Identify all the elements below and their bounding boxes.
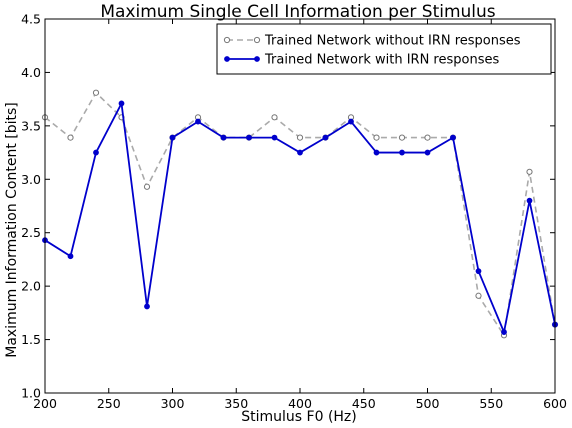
- data-point-with-irn: [424, 149, 431, 156]
- data-point-with-irn: [118, 100, 125, 107]
- data-point-with-irn: [399, 149, 405, 156]
- data-point-with-irn: [271, 134, 278, 141]
- data-point-with-irn: [195, 118, 201, 125]
- y-tick-label: 2.5: [21, 225, 41, 240]
- x-tick-label: 250: [97, 396, 121, 411]
- x-tick-label: 450: [352, 396, 376, 411]
- data-point-without-irn: [143, 183, 151, 190]
- legend-marker: [254, 56, 260, 62]
- data-point-with-irn: [67, 253, 74, 260]
- data-point-without-irn: [398, 134, 406, 141]
- data-point-without-irn: [296, 134, 304, 141]
- data-point-with-irn: [246, 134, 252, 141]
- x-tick-label: 550: [479, 396, 503, 411]
- x-tick-label: 600: [543, 396, 567, 411]
- data-point-without-irn: [271, 114, 278, 121]
- data-point-without-irn: [373, 134, 380, 141]
- legend-marker: [224, 56, 230, 62]
- x-tick-label: 400: [288, 396, 312, 411]
- data-point-with-irn: [322, 134, 329, 141]
- data-point-with-irn: [220, 134, 227, 141]
- y-tick-label: 3.0: [21, 172, 41, 187]
- y-tick-label: 2.0: [21, 279, 41, 294]
- y-tick-label: 3.5: [21, 118, 41, 133]
- data-point-with-irn: [169, 134, 176, 141]
- data-point-without-irn: [424, 134, 431, 141]
- data-point-with-irn: [501, 329, 507, 335]
- x-tick-label: 200: [33, 396, 57, 411]
- y-tick-label: 4.5: [21, 12, 41, 27]
- chart-title: Maximum Single Cell Information per Stim…: [100, 2, 495, 22]
- data-point-with-irn: [475, 268, 482, 275]
- x-tick-label: 300: [161, 396, 185, 411]
- data-point-with-irn: [144, 303, 150, 310]
- data-point-with-irn: [373, 149, 380, 156]
- plot-area: 200 250 300 350 400 450 500 550 600 1.0 1.5 2.0 2.5 3…: [21, 12, 567, 412]
- y-tick-label: 1.0: [21, 386, 41, 401]
- legend: Trained Network without IRN responses Tra…: [216, 23, 552, 75]
- data-point-with-irn: [93, 149, 99, 156]
- data-point-with-irn: [450, 134, 456, 141]
- legend-label: Trained Network with IRN responses: [264, 53, 499, 68]
- y-axis-label: Maximum Information Content [bits]: [4, 102, 20, 358]
- data-point-with-irn: [348, 118, 354, 125]
- x-tick-label: 500: [416, 396, 440, 411]
- legend-marker: [253, 36, 261, 44]
- x-tick-label: 350: [224, 396, 248, 411]
- legend-marker: [223, 36, 231, 44]
- legend-label: Trained Network without IRN responses: [264, 34, 521, 49]
- x-axis-label: Stimulus F0 (Hz): [241, 409, 357, 425]
- data-point-without-irn: [92, 89, 100, 96]
- data-point-with-irn: [297, 149, 303, 156]
- series-line-without-irn: [44, 91, 556, 337]
- data-point-without-irn: [526, 168, 533, 175]
- plot-frame: [44, 18, 556, 394]
- y-tick-label: 1.5: [21, 332, 41, 347]
- legend-box: [216, 23, 552, 75]
- data-point-without-irn: [475, 292, 482, 299]
- y-tick-label: 4.0: [21, 65, 41, 80]
- data-point-with-irn: [526, 197, 533, 204]
- data-point-without-irn: [67, 134, 74, 141]
